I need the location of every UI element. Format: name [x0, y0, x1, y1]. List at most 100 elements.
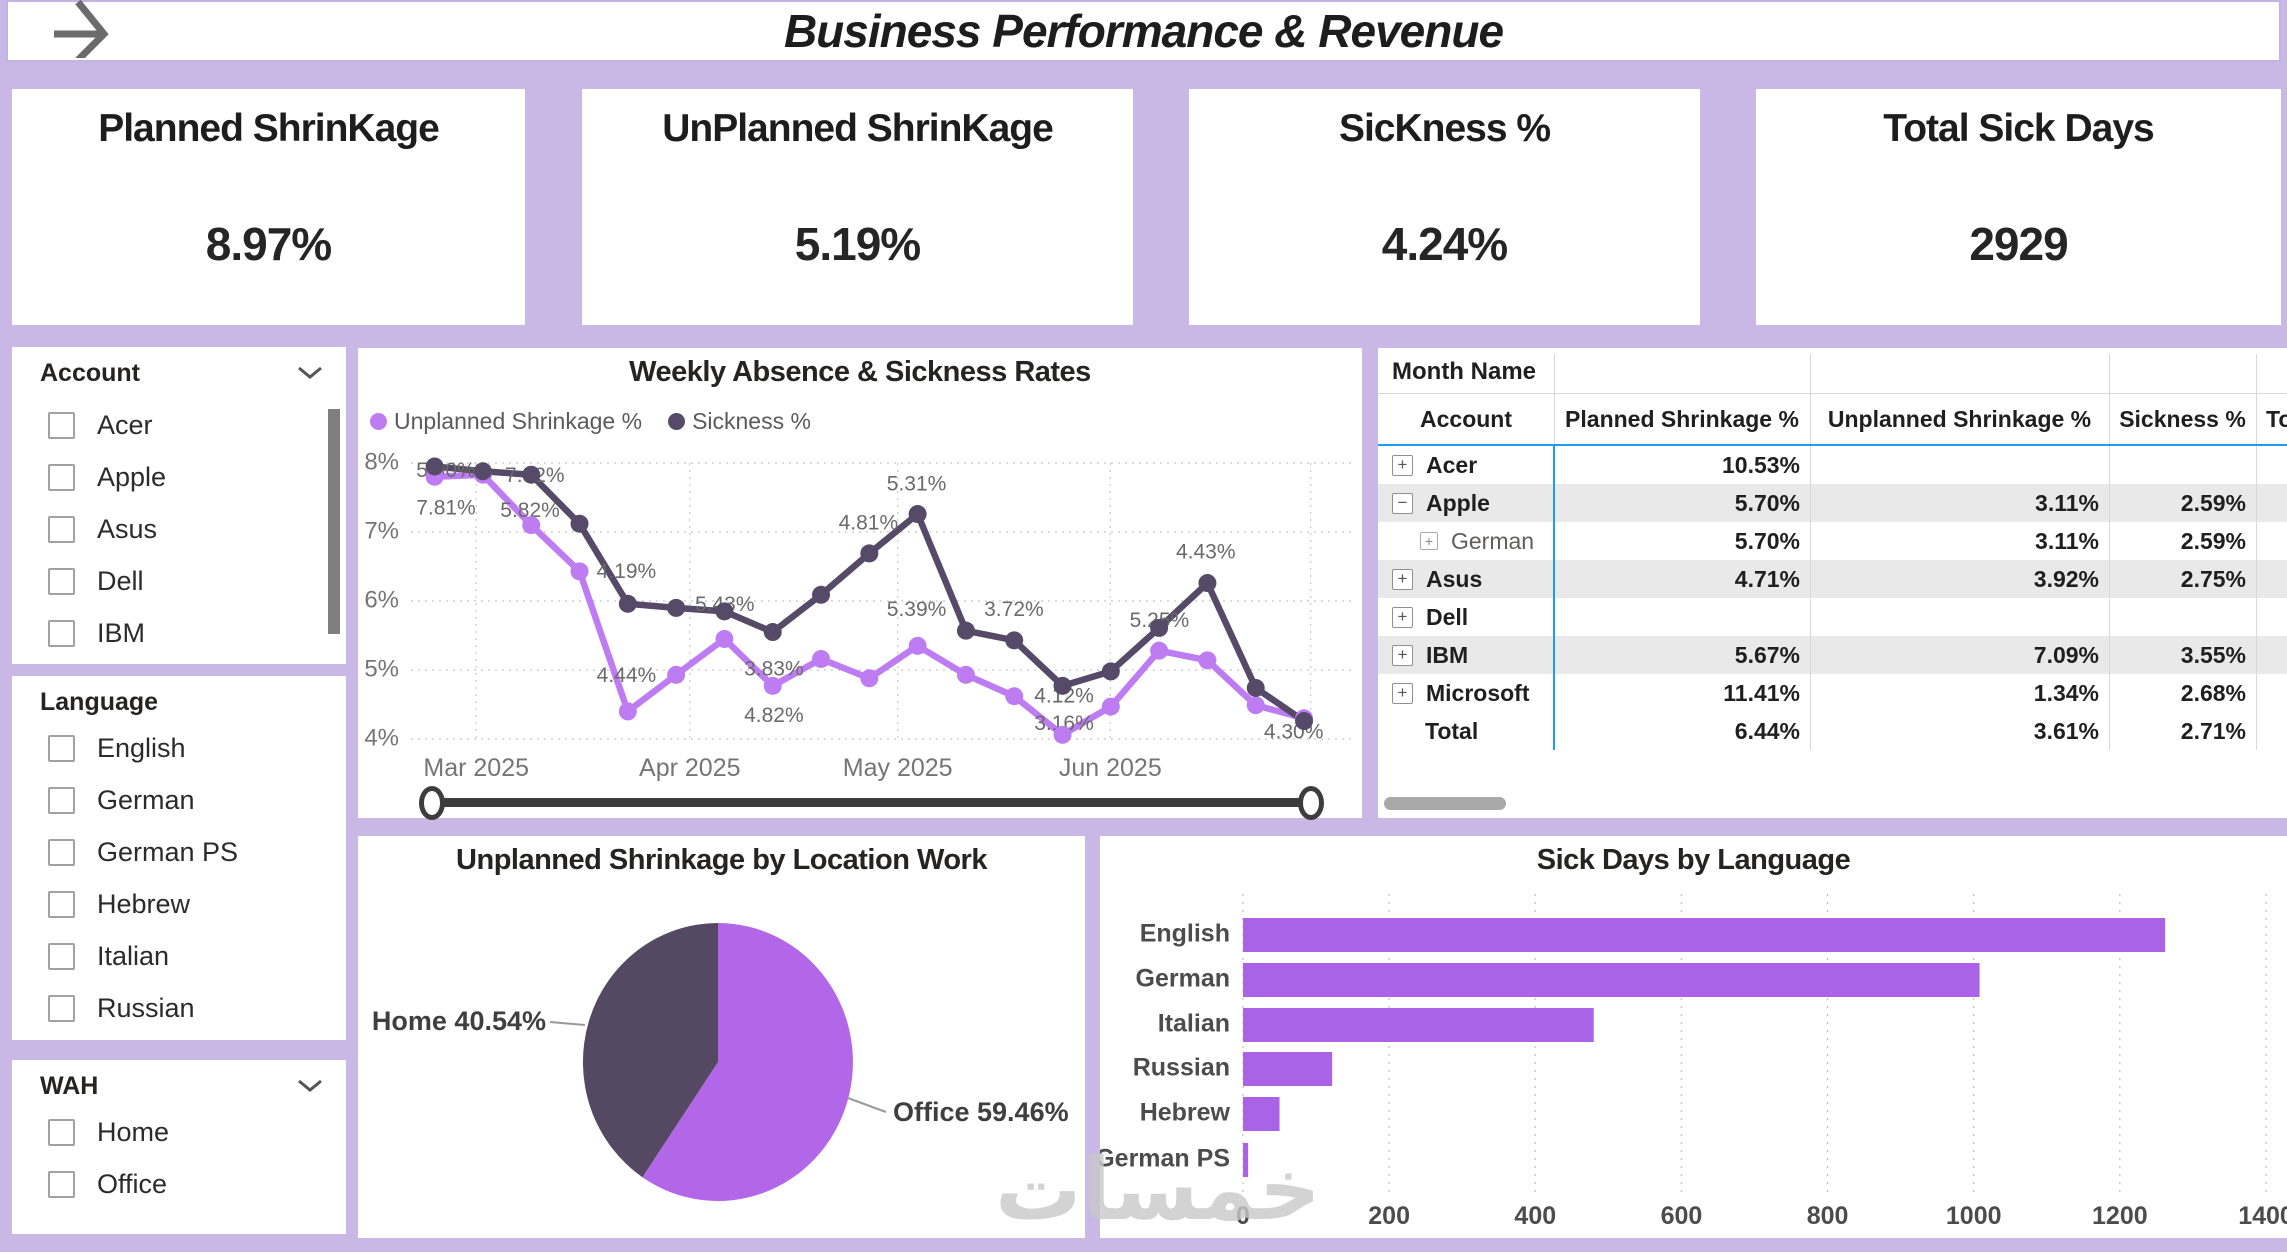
checkbox[interactable]: [48, 515, 75, 543]
column-header-to[interactable]: To: [2266, 406, 2287, 432]
bar-chart-title: Sick Days by Language: [1536, 844, 1851, 876]
slicer-item-list: English German German PS Hebrew Italian Russi…: [12, 722, 346, 1034]
svg-text:Russian: Russian: [1133, 1054, 1230, 1082]
chevron-down-icon[interactable]: [296, 365, 324, 381]
svg-text:Hebrew: Hebrew: [1140, 1099, 1231, 1127]
row-value-cell: 2.71%: [2180, 718, 2246, 744]
row-value-cell: [2109, 446, 2246, 484]
expand-icon[interactable]: +: [1420, 532, 1438, 550]
bar-italian[interactable]: [1243, 1008, 1594, 1042]
bar-german[interactable]: [1243, 963, 1980, 997]
slicer-item-home[interactable]: Home: [12, 1106, 346, 1158]
legend-label: Sickness %: [692, 408, 811, 434]
kpi-card-unplanned-shrinkage: UnPlanned ShrinKage 5.19%: [582, 89, 1133, 325]
account-name: German: [1451, 527, 1535, 554]
svg-text:5%: 5%: [364, 655, 399, 682]
expand-icon[interactable]: +: [1392, 644, 1413, 666]
collapse-icon[interactable]: −: [1392, 492, 1413, 514]
legend-label: Unplanned Shrinkage %: [394, 408, 643, 434]
bar-chart-panel: Sick Days by Language 0 200 400 600 800 1000 1…: [1100, 836, 2287, 1238]
table-row: + German 5.70% 3.11% 2.59%: [1378, 522, 2287, 560]
checkbox[interactable]: [48, 994, 75, 1022]
row-value-cell: 3.61%: [2033, 718, 2099, 744]
svg-text:4.30%: 4.30%: [1264, 720, 1324, 743]
matrix-corner-label: Month Name: [1392, 358, 1536, 385]
checkbox[interactable]: [48, 890, 75, 918]
row-account-cell: − Apple: [1392, 484, 1490, 522]
slicer-item-german[interactable]: German: [12, 774, 346, 826]
slicer-item-label: Italian: [97, 940, 170, 971]
kpi-label: UnPlanned ShrinKage: [662, 107, 1054, 150]
row-value-cell: [2109, 598, 2246, 636]
slicer-item-dell[interactable]: Dell: [12, 555, 346, 607]
account-name: IBM: [1426, 641, 1469, 668]
checkbox[interactable]: [48, 1170, 75, 1198]
bar-english[interactable]: [1243, 918, 2166, 952]
table-row: − Apple 5.70% 3.11% 2.59%: [1378, 484, 2287, 522]
checkbox[interactable]: [48, 567, 75, 595]
slicer-item-german-ps[interactable]: German PS: [12, 826, 346, 878]
expand-icon[interactable]: +: [1392, 606, 1413, 628]
svg-text:4.19%: 4.19%: [597, 560, 657, 583]
slicer-item-english[interactable]: English: [12, 722, 346, 774]
svg-text:3.83%: 3.83%: [744, 657, 804, 680]
slicer-item-asus[interactable]: Asus: [12, 503, 346, 555]
svg-text:5.31%: 5.31%: [887, 472, 947, 495]
bar-hebrew[interactable]: [1243, 1097, 1280, 1131]
bar-chart: 0 200 400 600 800 1000 1200 1400 English German It…: [1100, 894, 2287, 1230]
legend-item[interactable]: Unplanned Shrinkage %: [370, 408, 642, 435]
bar-german-ps[interactable]: [1243, 1143, 1249, 1177]
slicer-item-acer[interactable]: Acer: [12, 399, 346, 451]
svg-text:German: German: [1136, 965, 1230, 993]
checkbox[interactable]: [48, 411, 75, 439]
column-header-planned-shrinkage-[interactable]: Planned Shrinkage %: [1565, 406, 1799, 432]
checkbox[interactable]: [48, 619, 75, 647]
slicer-account: Account Acer Apple Asus Dell IBM: [12, 347, 346, 664]
slicer-scrollbar[interactable]: [328, 409, 340, 634]
svg-text:8%: 8%: [364, 448, 399, 475]
row-value-cell: 10.53%: [1721, 452, 1800, 478]
pie-chart-title: Unplanned Shrinkage by Location Work: [456, 844, 987, 876]
bar-russian[interactable]: [1243, 1052, 1333, 1086]
svg-text:4.81%: 4.81%: [839, 512, 899, 535]
checkbox[interactable]: [48, 942, 75, 970]
column-header-sickness-[interactable]: Sickness %: [2119, 406, 2246, 432]
column-header-unplanned-shrinkage-[interactable]: Unplanned Shrinkage %: [1827, 406, 2092, 432]
chevron-down-icon[interactable]: [296, 1078, 324, 1094]
svg-text:7%: 7%: [364, 517, 399, 544]
slicer-item-office[interactable]: Office: [12, 1158, 346, 1210]
checkbox[interactable]: [48, 463, 75, 491]
checkbox[interactable]: [48, 1118, 75, 1146]
checkbox[interactable]: [48, 734, 75, 762]
slicer-item-ibm[interactable]: IBM: [12, 607, 346, 659]
expand-icon[interactable]: +: [1392, 454, 1413, 476]
row-account-cell: + Acer: [1392, 446, 1477, 484]
slicer-item-hebrew[interactable]: Hebrew: [12, 878, 346, 930]
table-horizontal-scrollbar[interactable]: [1384, 797, 1506, 810]
matrix-table-panel: Month Name Account Planned Shrinkage % Unp…: [1378, 348, 2287, 818]
line-chart-title: Weekly Absence & Sickness Rates: [629, 356, 1091, 388]
expand-icon[interactable]: +: [1392, 682, 1413, 704]
slicer-title: WAH: [40, 1072, 99, 1100]
slicer-item-italian[interactable]: Italian: [12, 930, 346, 982]
svg-text:Italian: Italian: [1158, 1010, 1230, 1038]
slicer-item-apple[interactable]: Apple: [12, 451, 346, 503]
slicer-item-label: German: [97, 784, 195, 815]
svg-text:4.43%: 4.43%: [1176, 541, 1236, 564]
line-chart-legend: Unplanned Shrinkage % Sickness %: [370, 408, 811, 435]
slicer-item-russian[interactable]: Russian: [12, 982, 346, 1034]
column-header-account[interactable]: Account: [1420, 406, 1512, 432]
svg-text:3.72%: 3.72%: [984, 598, 1044, 621]
expand-icon[interactable]: +: [1392, 568, 1413, 590]
line-chart-panel: Weekly Absence & Sickness Rates Unplanne…: [358, 348, 1362, 820]
kpi-value: 2929: [1969, 218, 2068, 270]
row-value-cell: 6.44%: [1734, 718, 1800, 744]
checkbox[interactable]: [48, 838, 75, 866]
svg-text:5.39%: 5.39%: [887, 598, 947, 621]
legend-item[interactable]: Sickness %: [668, 408, 811, 435]
legend-dot-icon: [370, 413, 387, 430]
checkbox[interactable]: [48, 786, 75, 814]
slicer-item-label: English: [97, 732, 186, 763]
svg-text:1200: 1200: [2092, 1202, 2148, 1230]
nav-right-arrow-icon[interactable]: [48, 0, 120, 58]
